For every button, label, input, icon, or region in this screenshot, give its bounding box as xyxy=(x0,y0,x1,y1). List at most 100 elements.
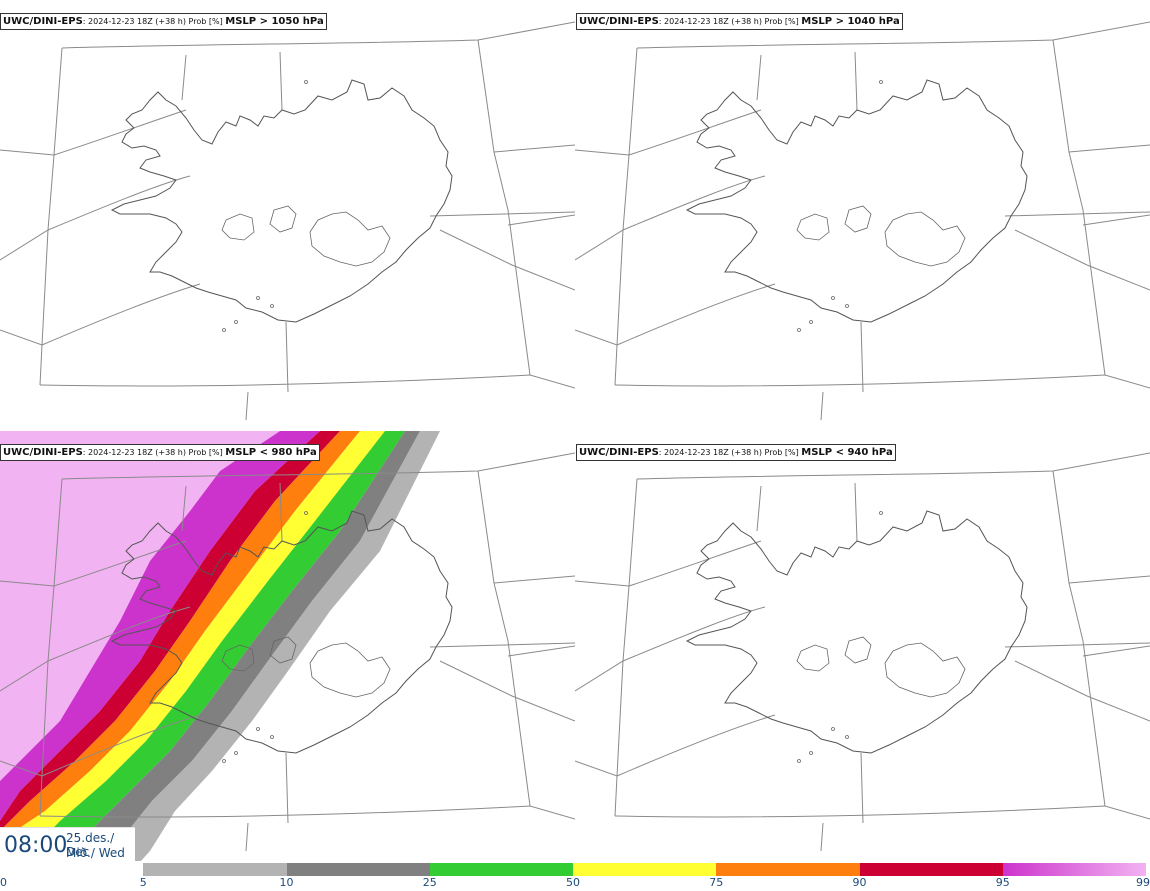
colorbar-segment xyxy=(859,863,1003,876)
island xyxy=(222,328,226,332)
map-panel-3: UWC/DINI-EPS: 2024-12-23 18Z (+38 h) Pro… xyxy=(0,431,575,861)
graticule-line xyxy=(1052,470,1106,807)
glacier-outline xyxy=(221,644,255,672)
panel-source: UWC/DINI-EPS xyxy=(579,447,659,458)
glacier-outline xyxy=(269,636,297,664)
graticule-line xyxy=(61,21,575,49)
graticule-line xyxy=(1014,660,1150,722)
graticule-line xyxy=(575,175,766,261)
graticule-line xyxy=(575,714,776,777)
glacier-outline xyxy=(884,642,966,698)
island xyxy=(256,727,260,731)
colorbar-segment xyxy=(573,863,717,876)
graticule-line xyxy=(860,752,864,824)
glacier-outline xyxy=(796,213,830,241)
panel-run: 2024-12-23 18Z (+38 h) Prob [%] xyxy=(664,17,799,26)
island xyxy=(845,304,849,308)
probability-band xyxy=(0,431,320,821)
glacier-outline xyxy=(221,213,255,241)
coastline xyxy=(685,79,1028,323)
graticule-line xyxy=(181,54,187,101)
panel-title: UWC/DINI-EPS: 2024-12-23 18Z (+38 h) Pro… xyxy=(576,13,903,30)
colorbar-tick-label: 95 xyxy=(995,876,1010,889)
graticule-line xyxy=(39,374,575,389)
graticule-line xyxy=(0,540,187,587)
panel-source: UWC/DINI-EPS xyxy=(3,447,83,458)
island xyxy=(879,511,883,515)
graticule-line xyxy=(1082,645,1150,657)
graticule-line xyxy=(756,54,762,101)
graticule-line xyxy=(1052,39,1106,376)
graticule-line xyxy=(860,321,864,393)
probability-band xyxy=(105,431,440,861)
graticule-line xyxy=(0,109,187,156)
panel-title: UWC/DINI-EPS: 2024-12-23 18Z (+38 h) Pro… xyxy=(0,444,320,461)
panel-title: UWC/DINI-EPS: 2024-12-23 18Z (+38 h) Pro… xyxy=(0,13,327,30)
graticule-line xyxy=(285,752,289,824)
valid-time-box: 08:00 25.des./ Dec Mið./ Wed xyxy=(0,827,135,864)
valid-weekday: Mið./ Wed xyxy=(66,846,125,860)
coastline xyxy=(110,79,453,323)
graticule-line xyxy=(439,229,575,291)
panel-run: 2024-12-23 18Z (+38 h) Prob [%] xyxy=(88,448,223,457)
graticule-line xyxy=(39,47,63,386)
graticule-line xyxy=(1014,229,1150,291)
graticule-line xyxy=(245,822,249,852)
probability-band xyxy=(20,431,405,861)
graticule-line xyxy=(439,660,575,722)
graticule-line xyxy=(181,485,187,532)
probability-band xyxy=(0,431,385,861)
graticule-line xyxy=(614,47,638,386)
colorbar-tick-label: 25 xyxy=(422,876,437,889)
panel-quantity: MSLP < 940 hPa xyxy=(801,447,893,458)
graticule-line xyxy=(507,214,575,226)
graticule-line xyxy=(614,478,638,817)
graticule-line xyxy=(507,645,575,657)
graticule-line xyxy=(854,482,858,542)
glacier-outline xyxy=(844,205,872,233)
glacier-outline xyxy=(796,644,830,672)
graticule-line xyxy=(279,51,283,111)
iceland-map xyxy=(575,21,1150,421)
panel-quantity: MSLP > 1050 hPa xyxy=(225,16,324,27)
panel-title: UWC/DINI-EPS: 2024-12-23 18Z (+38 h) Pro… xyxy=(576,444,896,461)
graticule-line xyxy=(245,391,249,421)
glacier-outline xyxy=(844,636,872,664)
colorbar-segment xyxy=(1002,863,1146,876)
glacier-outline xyxy=(309,642,391,698)
graticule-line xyxy=(0,283,201,346)
map-panel-2: UWC/DINI-EPS: 2024-12-23 18Z (+38 h) Pro… xyxy=(575,0,1150,430)
map-panel-4: UWC/DINI-EPS: 2024-12-23 18Z (+38 h) Pro… xyxy=(575,431,1150,861)
island xyxy=(809,751,813,755)
panel-quantity: MSLP < 980 hPa xyxy=(225,447,317,458)
graticule-line xyxy=(575,109,762,156)
colorbar-tick-label: 5 xyxy=(139,876,147,889)
island xyxy=(831,727,835,731)
graticule-line xyxy=(614,374,1150,389)
island xyxy=(845,735,849,739)
graticule-line xyxy=(575,283,776,346)
iceland-map xyxy=(0,431,575,861)
graticule-line xyxy=(429,642,575,648)
graticule-line xyxy=(279,482,283,542)
island xyxy=(256,296,260,300)
panel-quantity: MSLP > 1040 hPa xyxy=(801,16,900,27)
island xyxy=(234,320,238,324)
graticule-line xyxy=(636,21,1150,49)
graticule-line xyxy=(0,714,201,777)
iceland-map xyxy=(0,21,575,421)
colorbar-segment xyxy=(429,863,573,876)
graticule-line xyxy=(1082,214,1150,226)
island xyxy=(879,80,883,84)
probability-band xyxy=(0,431,340,831)
graticule-line xyxy=(820,822,824,852)
island xyxy=(270,304,274,308)
island xyxy=(304,80,308,84)
valid-date: 25.des./ Dec xyxy=(66,831,115,859)
map-panel-1: UWC/DINI-EPS: 2024-12-23 18Z (+38 h) Pro… xyxy=(0,0,575,430)
glacier-outline xyxy=(269,205,297,233)
island xyxy=(831,296,835,300)
graticule-line xyxy=(575,540,762,587)
panel-run: 2024-12-23 18Z (+38 h) Prob [%] xyxy=(88,17,223,26)
graticule-line xyxy=(1004,211,1150,217)
